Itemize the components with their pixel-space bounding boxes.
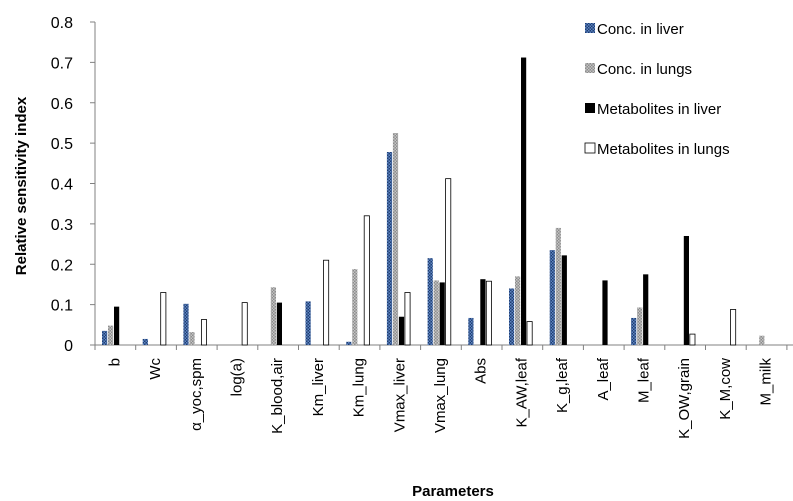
bar-conc-in-liver	[102, 330, 108, 345]
bar-metabolites-in-lungs	[526, 321, 533, 346]
legend-label: Metabolites in lungs	[597, 141, 730, 158]
bar-metabolites-in-lungs	[363, 215, 370, 346]
x-tick-label: K_g,leaf	[554, 357, 571, 413]
bar-conc-in-liver	[346, 341, 352, 345]
bar-conc-in-lungs	[392, 133, 399, 345]
x-tick-label: A_leaf	[595, 357, 612, 400]
legend-swatch	[584, 142, 596, 154]
x-tick-label: Vmax_lung	[432, 358, 449, 433]
bar-metabolites-in-lungs	[689, 333, 696, 346]
x-tick-label: K_OW,grain	[676, 358, 693, 439]
y-tick-label: 0.4	[51, 177, 73, 194]
bar-conc-in-lungs	[352, 269, 358, 345]
bar-metabolites-in-lungs	[404, 292, 411, 346]
bar-conc-in-lungs	[759, 335, 765, 345]
bar-metabolites-in-liver	[276, 302, 282, 345]
bar-conc-in-lungs	[433, 280, 439, 345]
y-tick-label: 0.8	[51, 15, 73, 32]
bar-metabolites-in-lungs	[730, 309, 737, 346]
legend-label: Conc. in liver	[597, 21, 684, 38]
y-axis-title: Relative sensitivity index	[13, 96, 30, 275]
bar-metabolites-in-lungs	[323, 259, 330, 346]
bar-metabolites-in-liver	[114, 306, 120, 345]
y-tick-label: 0.6	[51, 96, 73, 113]
legend-swatch	[585, 63, 595, 73]
x-tick-label: Abs	[473, 358, 490, 384]
x-tick-label: Wc	[147, 358, 164, 380]
x-tick-label: K_blood,air	[269, 358, 286, 434]
x-tick-label: M_milk	[758, 358, 775, 406]
x-tick-label: Vmax_liver	[391, 358, 408, 432]
bar-conc-in-liver	[183, 303, 189, 345]
bar-metabolites-in-liver	[439, 282, 445, 345]
bar-metabolites-in-lungs	[485, 280, 492, 346]
legend-label: Metabolites in liver	[597, 101, 721, 118]
x-tick-label: M_leaf	[635, 357, 652, 403]
bar-conc-in-lungs	[637, 307, 643, 345]
x-tick-label: Km_liver	[310, 358, 327, 416]
bar-metabolites-in-lungs	[200, 319, 207, 346]
bar-metabolites-in-lungs	[160, 292, 167, 346]
legend: Conc. in liver Conc. in lungs Metabolites …	[584, 21, 730, 158]
bar-conc-in-liver	[549, 250, 555, 345]
bar-metabolites-in-liver	[521, 57, 527, 345]
plot-area: 0 0.1 0.2 0.3 0.4 0.5 0.6 0.7 0.8 b Wc α_yoc,spm log…	[51, 15, 793, 439]
bar-metabolites-in-lungs	[445, 178, 452, 346]
x-tick-label: log(a)	[228, 358, 245, 396]
y-tick-label: 0.7	[51, 55, 73, 72]
y-tick-label: 0.2	[51, 257, 73, 274]
x-tick-label: α_yoc,spm	[188, 358, 205, 431]
bar-conc-in-liver	[142, 338, 148, 345]
bar-metabolites-in-liver	[602, 280, 608, 345]
bar-metabolites-in-liver	[683, 235, 689, 345]
bar-metabolites-in-liver	[561, 255, 567, 345]
y-tick-label: 0	[64, 338, 73, 355]
bar-conc-in-lungs	[515, 276, 521, 345]
x-axis-title: Parameters	[412, 483, 494, 500]
bar-metabolites-in-liver	[643, 274, 649, 345]
bar-conc-in-liver	[386, 152, 393, 345]
y-tick-label: 0.1	[51, 298, 73, 315]
bar-conc-in-liver	[631, 317, 637, 345]
legend-swatch	[585, 103, 595, 113]
bar-conc-in-liver	[427, 258, 433, 345]
x-tick-label: Km_lung	[351, 358, 368, 417]
bar-conc-in-liver	[305, 301, 311, 345]
y-tick-label: 0.5	[51, 136, 73, 153]
bar-conc-in-lungs	[189, 332, 195, 345]
bar-metabolites-in-lungs	[241, 302, 248, 346]
bar-conc-in-lungs	[555, 227, 561, 345]
x-tick-label: K_M,cow	[717, 358, 734, 420]
bar-metabolites-in-liver	[398, 316, 405, 345]
x-tick-label: b	[106, 358, 123, 366]
bar-conc-in-liver	[509, 288, 515, 345]
legend-swatch	[585, 23, 595, 33]
y-tick-label: 0.3	[51, 217, 73, 234]
bar-conc-in-lungs	[108, 325, 114, 345]
bar-conc-in-liver	[468, 317, 474, 345]
bar-conc-in-lungs	[270, 287, 276, 345]
x-tick-label: K_AW,leaf	[513, 357, 530, 427]
legend-label: Conc. in lungs	[597, 61, 692, 78]
bar-metabolites-in-liver	[480, 279, 486, 345]
